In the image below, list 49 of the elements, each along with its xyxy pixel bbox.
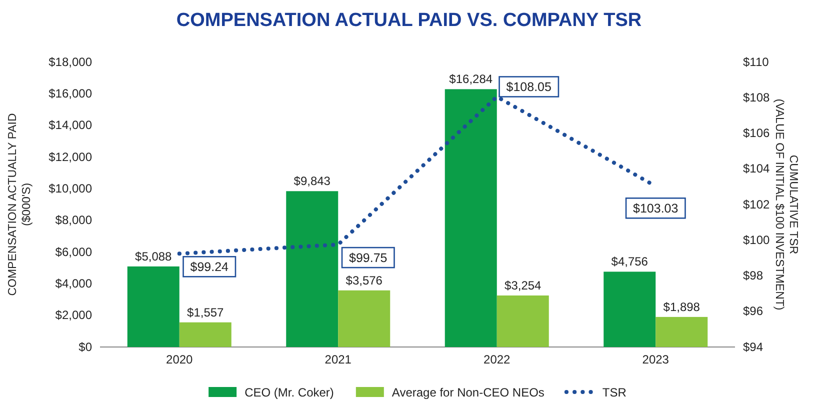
data-label: $108.05 — [506, 80, 552, 94]
y2-tick-label: $108 — [743, 90, 770, 104]
x-tick-label: 2023 — [642, 352, 670, 367]
y2-tick-label: $94 — [743, 340, 764, 354]
y-tick-label: $12,000 — [48, 150, 92, 164]
chart-title: COMPENSATION ACTUAL PAID VS. COMPANY TSR — [176, 10, 642, 31]
y2-tick-label: $106 — [743, 126, 770, 140]
data-label: $99.75 — [349, 251, 388, 266]
bar — [338, 290, 390, 347]
y-tick-label: $4,000 — [55, 276, 92, 291]
data-label: $5,088 — [135, 249, 172, 264]
bar — [179, 322, 232, 347]
data-label: $9,843 — [294, 174, 331, 188]
data-label: $99.24 — [190, 260, 229, 274]
legend-label: Average for Non-CEO NEOs — [392, 386, 544, 400]
y2-tick-label: $104 — [743, 162, 770, 176]
y-tick-label: $2,000 — [55, 308, 92, 322]
y-tick-label: $10,000 — [48, 182, 92, 196]
bar — [444, 89, 497, 347]
data-label: $4,756 — [611, 254, 648, 269]
data-label: $1,898 — [663, 300, 700, 314]
bar — [286, 191, 338, 347]
y2-axis-title: CUMULATIVE TSR (VALUE OF INITIAL $100 INVESTMENT) — [773, 98, 799, 310]
y-tick-label: $0 — [78, 340, 92, 354]
bar — [496, 295, 549, 347]
y-axis-title: COMPENSATION ACTUALLY PAID ($000'S) — [7, 113, 33, 296]
data-label: $3,254 — [504, 278, 542, 292]
y2-tick-label: $102 — [743, 197, 770, 212]
y2-tick-label: $100 — [743, 232, 770, 247]
x-tick-label: 2021 — [324, 352, 352, 367]
y-tick-label: $16,000 — [48, 86, 92, 101]
data-label: $103.03 — [633, 202, 678, 216]
data-label: $16,284 — [449, 72, 493, 86]
y2-tick-label: $98 — [743, 268, 764, 283]
y-tick-label: $6,000 — [55, 244, 92, 259]
data-label: $3,576 — [346, 273, 383, 288]
legend-label: TSR — [602, 386, 627, 400]
bar — [127, 266, 180, 347]
data-label: $1,557 — [187, 305, 224, 320]
y-tick-label: $8,000 — [55, 213, 92, 228]
bar — [656, 316, 708, 347]
legend-label: CEO (Mr. Coker) — [244, 386, 334, 400]
y-tick-label: $18,000 — [48, 54, 92, 69]
x-tick-label: 2022 — [484, 352, 511, 367]
y-tick-label: $14,000 — [48, 118, 92, 132]
x-tick-label: 2020 — [166, 352, 194, 367]
y2-tick-label: $96 — [743, 304, 764, 318]
y2-tick-label: $110 — [743, 54, 770, 69]
bar — [604, 272, 656, 347]
